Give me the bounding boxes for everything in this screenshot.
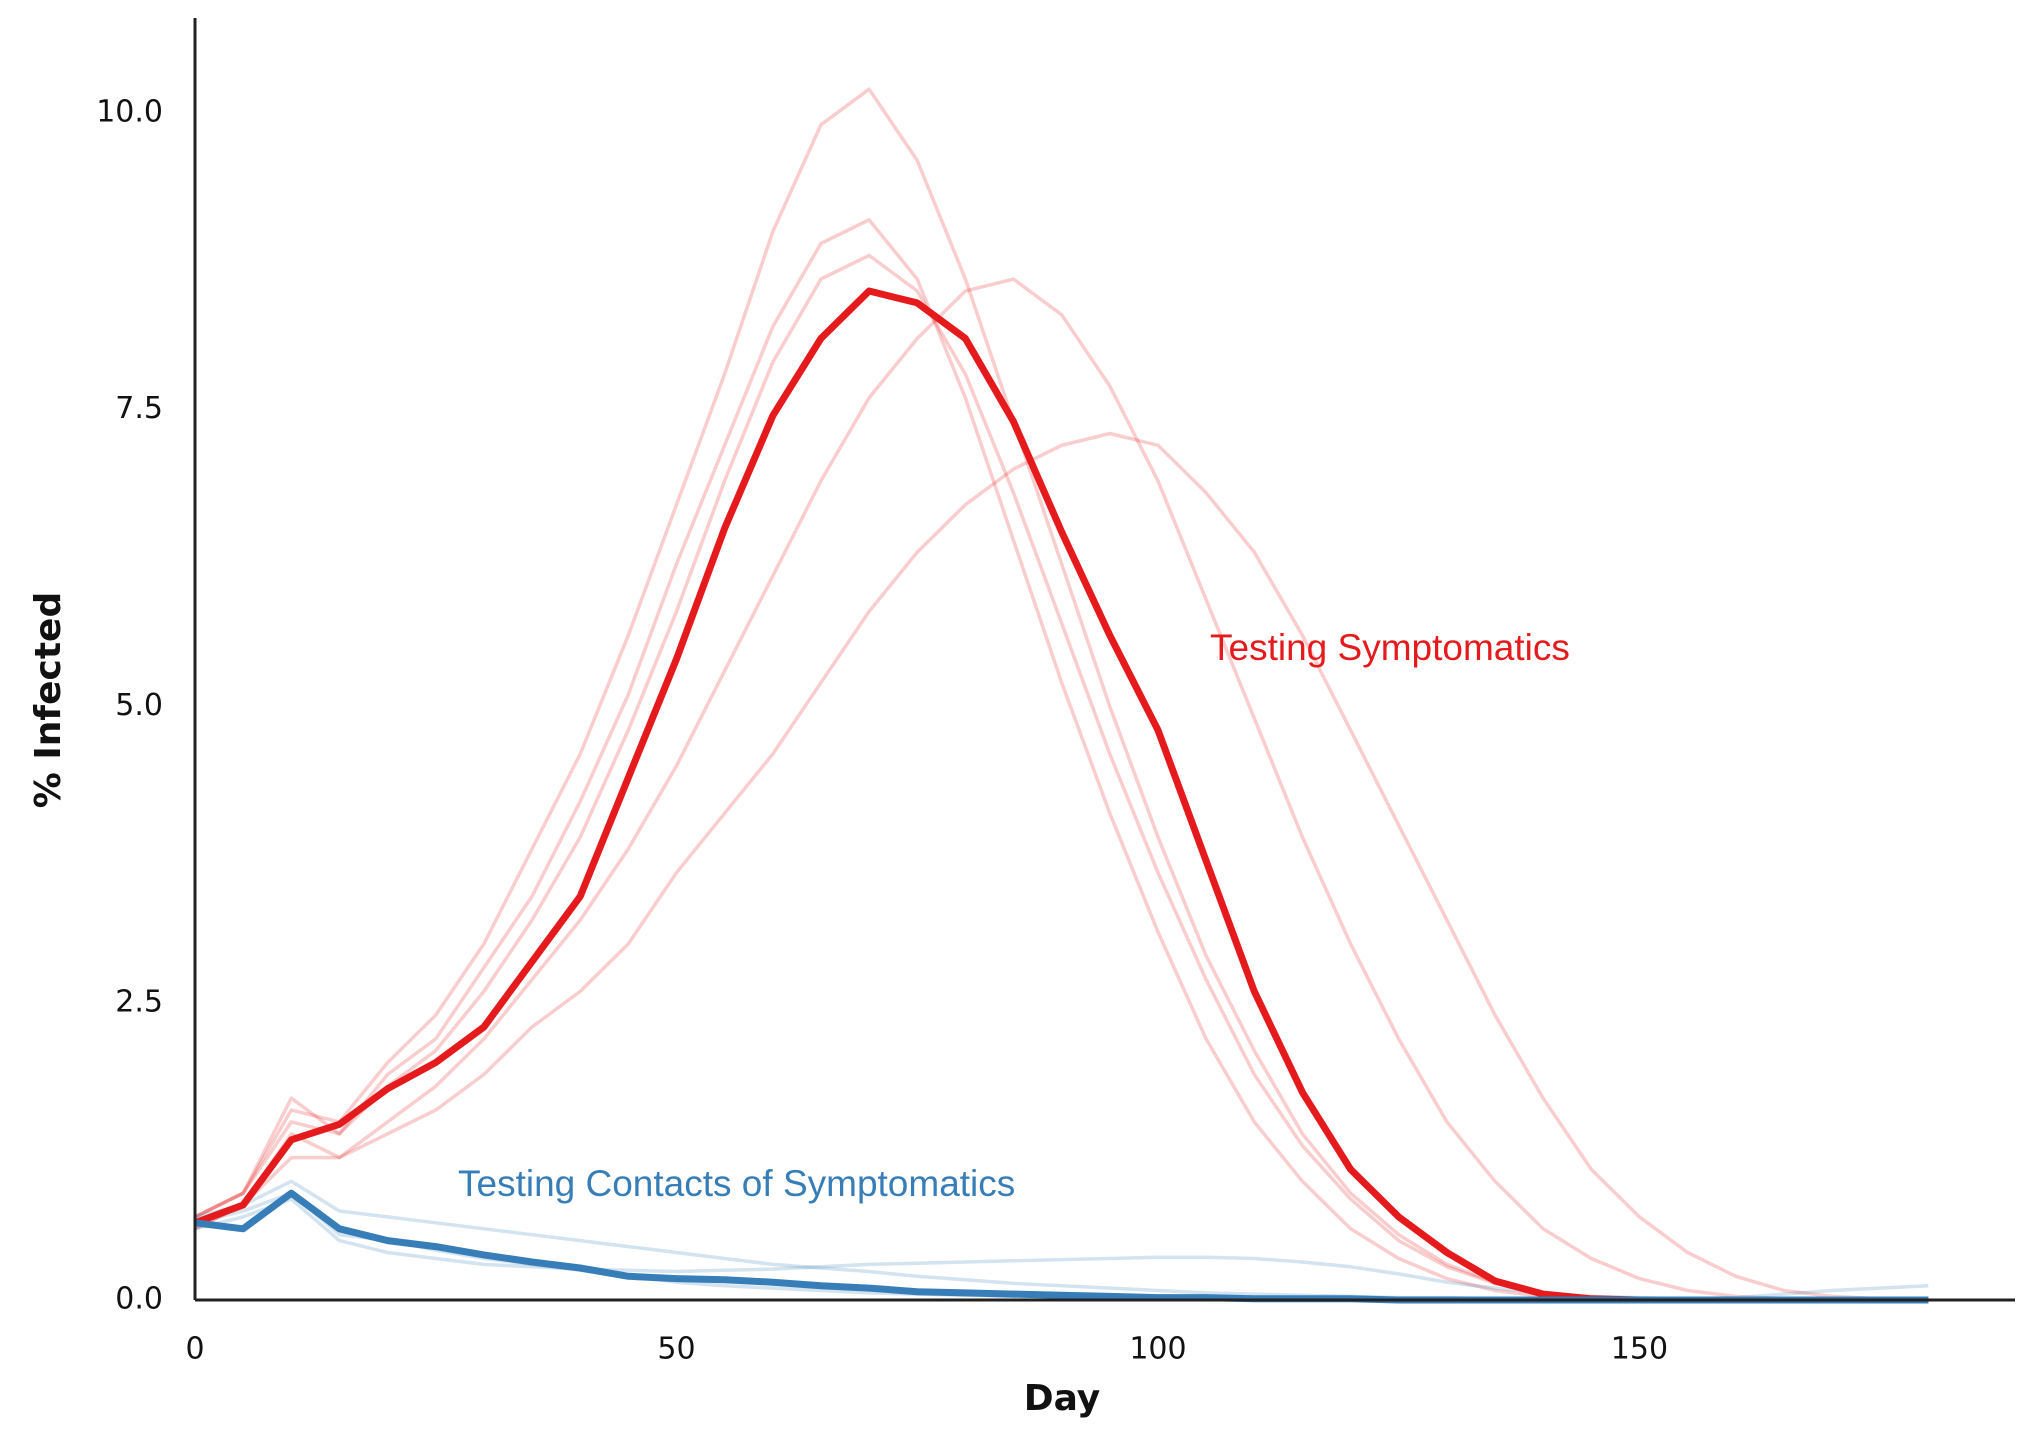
y-tick-label: 7.5 bbox=[115, 391, 163, 426]
run-line bbox=[194, 253, 1929, 1302]
run-line bbox=[194, 87, 1929, 1302]
run-line bbox=[194, 218, 1929, 1302]
run-line bbox=[194, 277, 1929, 1302]
y-tick-label: 2.5 bbox=[115, 985, 163, 1020]
run-line bbox=[194, 431, 1929, 1302]
y-tick-label: 0.0 bbox=[115, 1282, 163, 1317]
y-tick-label: 10.0 bbox=[96, 94, 163, 129]
y-tick-label: 5.0 bbox=[115, 688, 163, 723]
series-label: Testing Symptomatics bbox=[1210, 627, 1570, 668]
x-tick-label: 0 bbox=[185, 1332, 204, 1367]
y-axis-title: % Infected bbox=[28, 592, 69, 808]
x-tick-label: 100 bbox=[1129, 1332, 1186, 1367]
x-axis-title: Day bbox=[1024, 1378, 1101, 1419]
series-line bbox=[193, 287, 1929, 1304]
x-tick-label: 150 bbox=[1611, 1332, 1668, 1367]
x-tick-label: 50 bbox=[657, 1332, 695, 1367]
series-label: Testing Contacts of Symptomatics bbox=[458, 1163, 1015, 1204]
